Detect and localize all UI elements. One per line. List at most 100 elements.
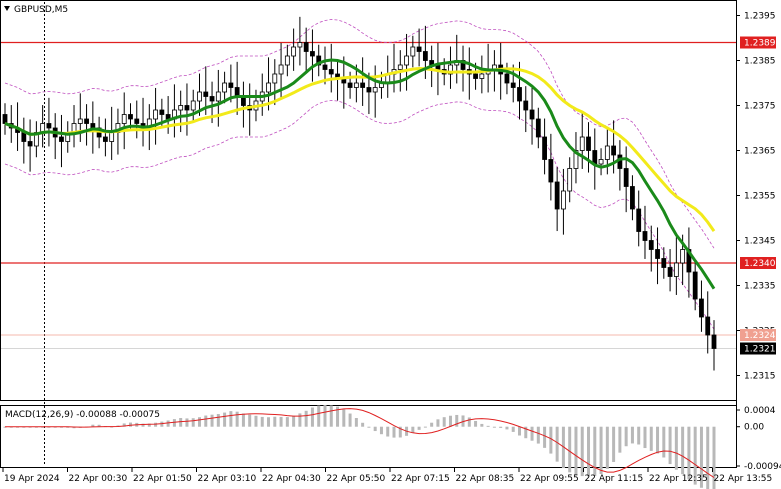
price-tick-label: 1.2315 — [744, 372, 776, 382]
candle-bull — [153, 109, 158, 120]
macd-histogram-bar — [474, 420, 478, 427]
candle-bull — [178, 105, 184, 111]
macd-tick-label: 0.00 — [744, 423, 764, 433]
macd-histogram-bar — [517, 426, 521, 436]
candle-bear — [303, 42, 309, 52]
candle-bear — [27, 141, 33, 147]
macd-label: MACD(12,26,9) -0.00088 -0.00075 — [5, 410, 160, 420]
macd-histogram-bar — [574, 426, 578, 476]
macd-histogram-bar — [122, 423, 126, 427]
candle-bear — [655, 249, 660, 259]
candle-bull — [291, 46, 297, 57]
macd-histogram-bar — [492, 426, 496, 428]
candle-bull — [215, 91, 221, 102]
candle-bull — [680, 249, 686, 264]
macd-histogram-bar — [668, 426, 672, 465]
macd-histogram-bar — [398, 426, 402, 438]
candle-bear — [90, 123, 96, 129]
candle-bear — [102, 136, 108, 142]
candle-bear — [328, 69, 334, 75]
macd-histogram-bar — [674, 426, 678, 470]
macd-tick-label: -0.00094 — [744, 462, 781, 472]
candle-bear — [535, 118, 541, 138]
macd-histogram-bar — [210, 414, 214, 427]
envelope-upper — [4, 19, 715, 249]
macd-axis: 0.0004 0.00 -0.00094 — [736, 406, 781, 472]
macd-histogram-bar — [47, 426, 51, 428]
candle-bear — [611, 145, 617, 156]
candle-bear — [128, 114, 133, 120]
macd-histogram-bar — [323, 405, 327, 427]
time-tick-label: 22 Apr 09:55 — [520, 474, 579, 484]
macd-histogram-bar — [336, 406, 340, 427]
macd-histogram-bar — [530, 426, 534, 441]
candle-bull — [598, 159, 604, 165]
macd-histogram-bar — [430, 422, 434, 427]
candle-bear — [316, 55, 322, 66]
macd-histogram-bar — [160, 421, 164, 427]
triangle-icon — [4, 6, 10, 11]
candle-bear — [209, 96, 215, 102]
macd-histogram-bar — [22, 426, 26, 428]
macd-histogram-bar — [486, 425, 490, 427]
macd-histogram-bar — [166, 420, 170, 427]
time-tick-label: 22 Apr 12:35 — [649, 474, 708, 484]
macd-histogram-bar — [260, 416, 264, 427]
macd-histogram-bar — [392, 426, 396, 438]
candle-bull — [573, 150, 579, 169]
macd-histogram-bar — [442, 417, 446, 427]
macd-histogram-bar — [373, 426, 377, 432]
macd-histogram-bar — [587, 426, 591, 477]
time-tick-label: 22 Apr 11:15 — [585, 474, 644, 484]
macd-histogram-bar — [662, 426, 666, 458]
macd-histogram-bar — [329, 405, 333, 427]
level-tag-3-text: 1.2324 — [744, 331, 776, 341]
macd-histogram-bar — [480, 423, 484, 427]
macd-histogram-bar — [643, 426, 647, 449]
macd-indicator — [3, 405, 716, 489]
candle-bear — [203, 91, 209, 97]
time-tick-label: 22 Apr 01:50 — [133, 474, 192, 484]
candle-bear — [184, 105, 190, 111]
macd-histogram-bar — [204, 415, 208, 427]
price-tags: 1.2389 1.2340 1.2324 1.2321 — [740, 36, 776, 355]
level-tag-2-text: 1.2340 — [744, 259, 776, 269]
macd-histogram-bar — [536, 426, 540, 444]
macd-histogram-bar — [9, 426, 13, 428]
candle-bull — [353, 82, 359, 88]
macd-histogram-bar — [693, 426, 697, 485]
macd-histogram-bar — [267, 417, 271, 427]
macd-histogram-bar — [649, 426, 653, 451]
candle-bear — [84, 118, 89, 124]
macd-histogram-bar — [706, 426, 710, 489]
candle-bear — [517, 87, 522, 102]
macd-histogram-bar — [599, 426, 603, 474]
macd-histogram-bar — [248, 414, 252, 427]
time-tick-label: 22 Apr 13:55 — [714, 474, 773, 484]
candle-bear — [623, 168, 629, 187]
candle-bull — [109, 132, 115, 142]
macd-histogram-bar — [624, 426, 628, 447]
macd-histogram-bar — [241, 413, 245, 427]
macd-histogram-bar — [593, 426, 597, 477]
macd-histogram-bar — [41, 426, 45, 428]
candle-bear — [416, 46, 422, 52]
candle-bear — [642, 231, 648, 241]
ma-slow-line — [4, 66, 716, 232]
candle-bear — [473, 73, 478, 79]
macd-histogram-bar — [524, 426, 528, 439]
price-tick-label: 1.2345 — [744, 237, 776, 247]
time-tick-label: 22 Apr 03:10 — [198, 474, 257, 484]
macd-signal-line — [5, 408, 715, 478]
macd-histogram-bar — [549, 426, 553, 454]
macd-histogram-bar — [254, 415, 258, 427]
macd-histogram-bar — [3, 426, 7, 428]
macd-histogram-bar — [455, 414, 459, 427]
candle-bear — [366, 87, 372, 93]
candle-bull — [77, 118, 83, 124]
candle-bear — [554, 181, 560, 210]
macd-histogram-bar — [555, 426, 559, 462]
macd-histogram-bar — [172, 419, 176, 427]
macd-histogram-bar — [191, 418, 195, 427]
macd-histogram-bar — [499, 426, 503, 428]
